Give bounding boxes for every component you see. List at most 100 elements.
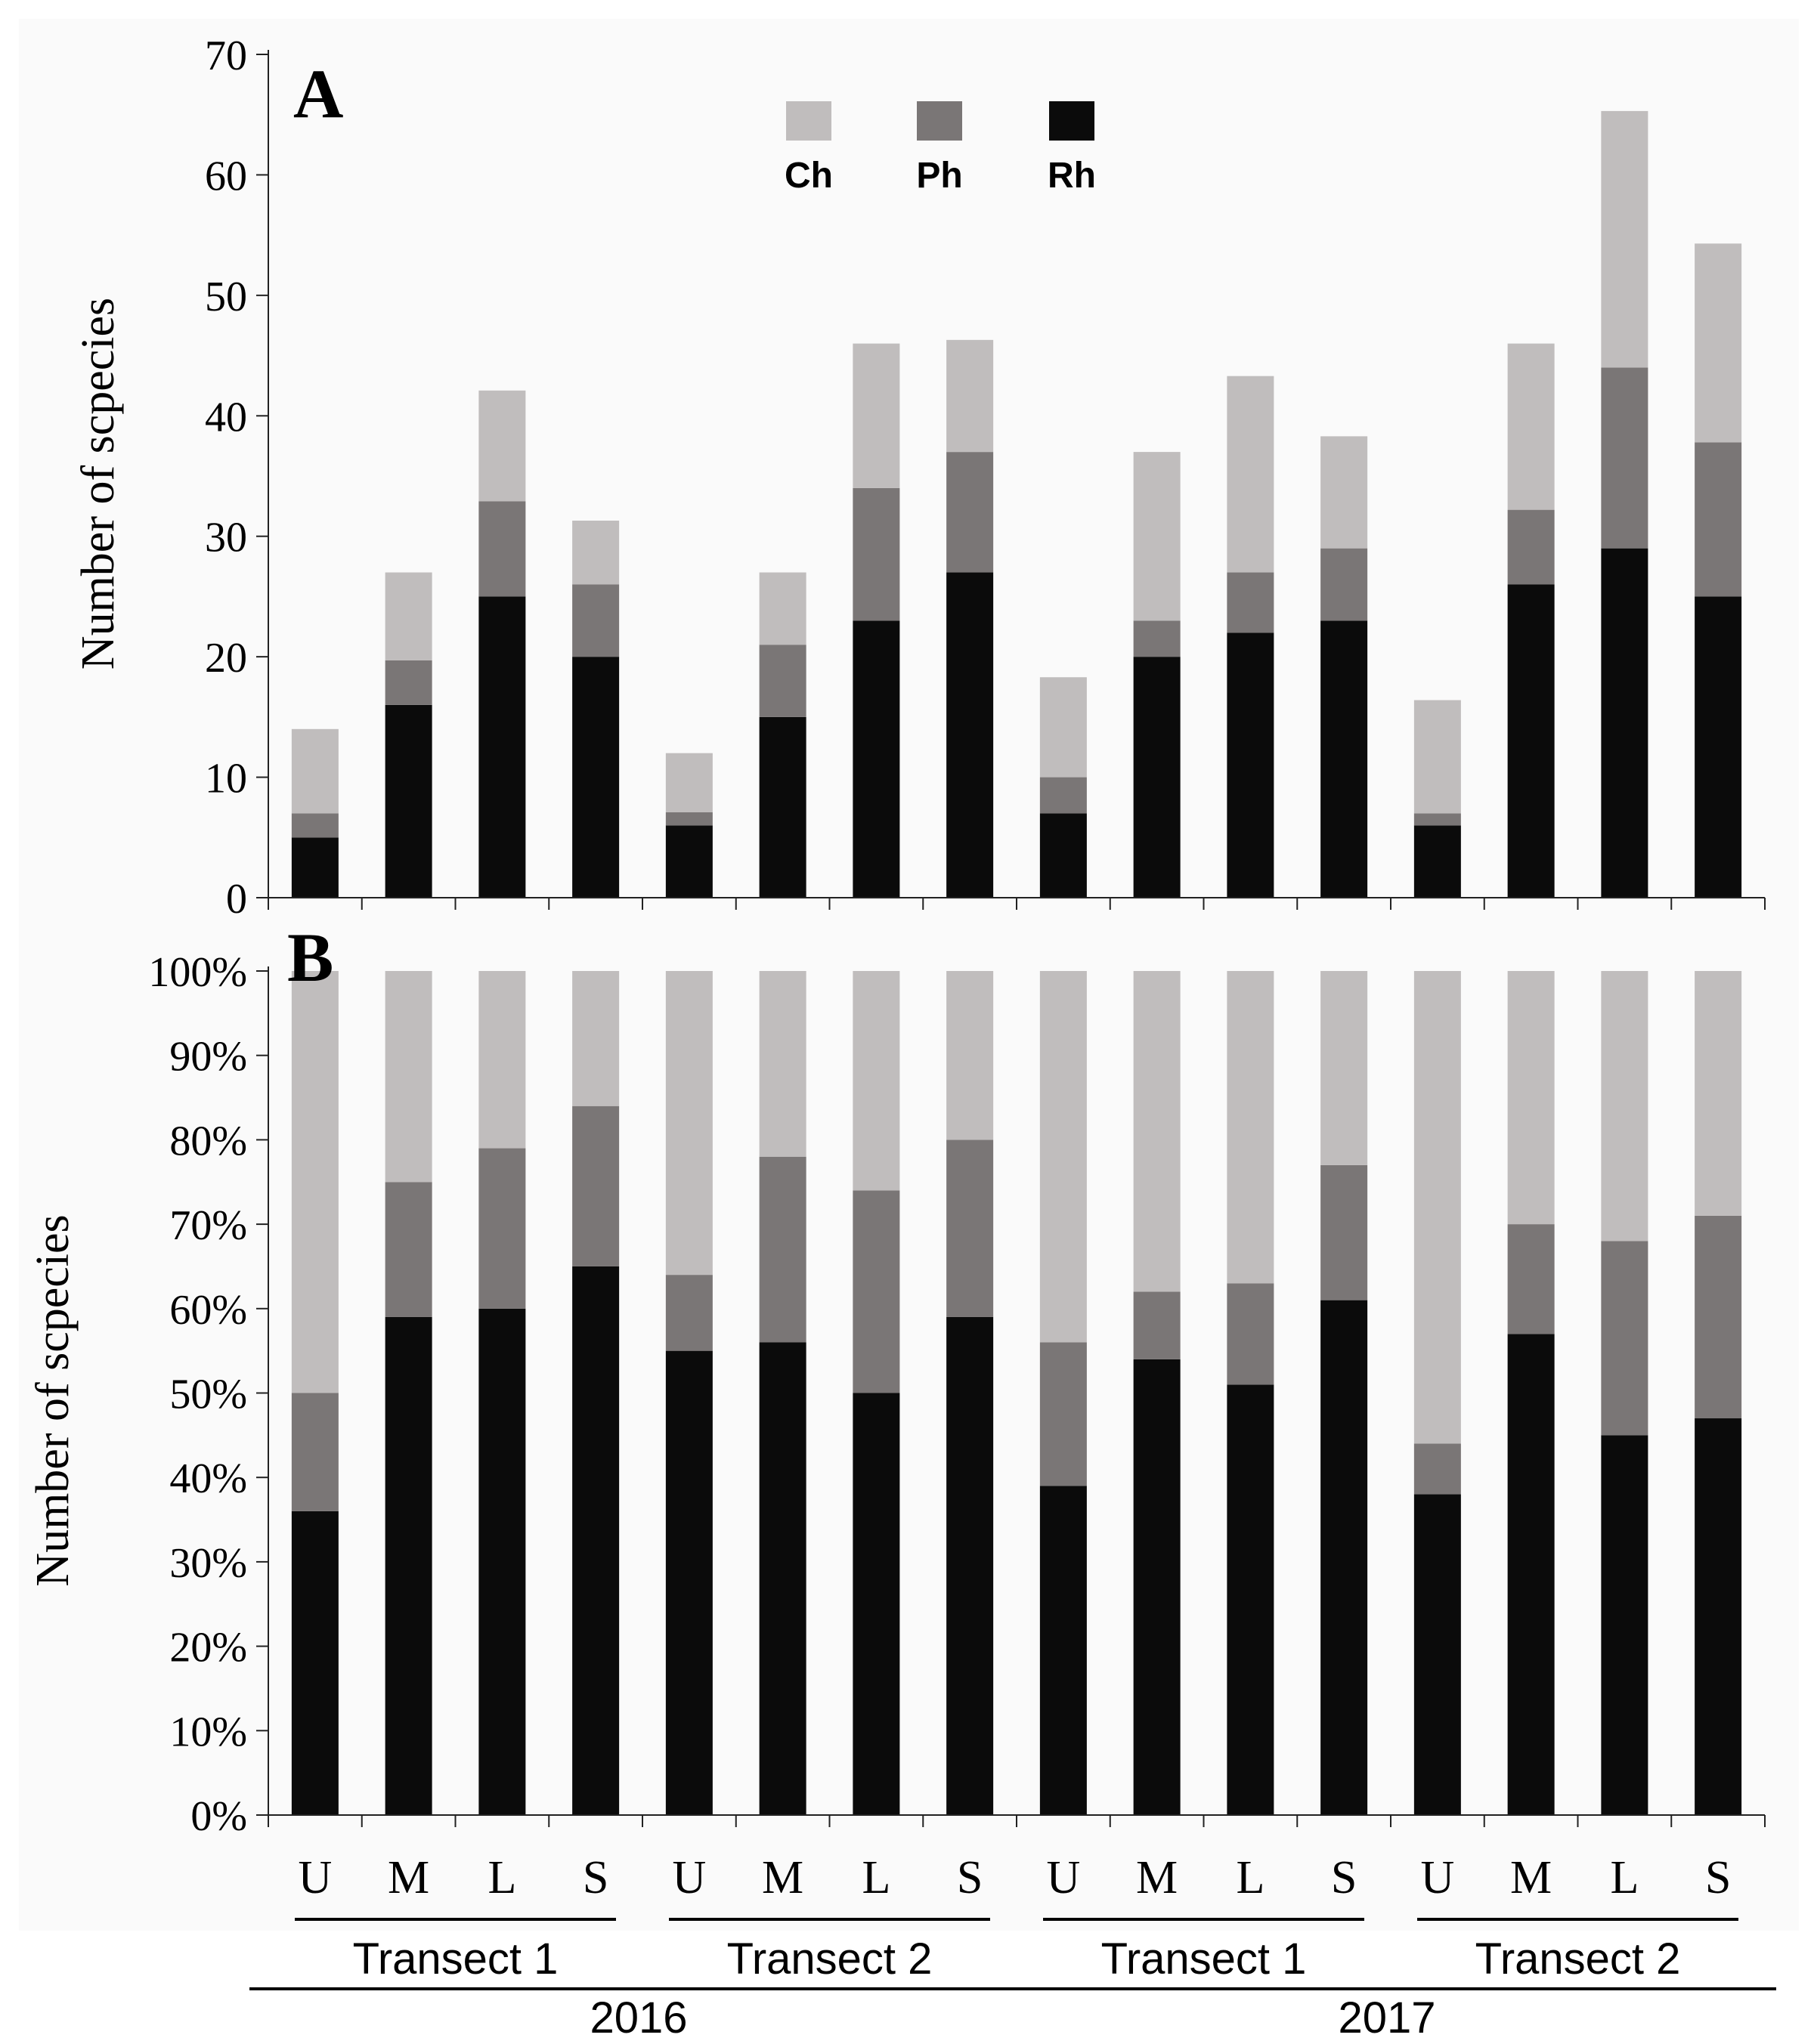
legend-label: Rh xyxy=(1048,156,1096,196)
y-tick-label: 60 xyxy=(205,153,247,199)
bar-ch-b-5 xyxy=(759,971,806,1157)
bar-rh-b-2 xyxy=(478,1308,526,1815)
bar-ch-b-6 xyxy=(853,971,900,1191)
category-label: S xyxy=(1705,1852,1731,1903)
bar-ch-b-14 xyxy=(1601,971,1648,1242)
category-label: M xyxy=(1136,1852,1178,1903)
bar-ch-b-12 xyxy=(1413,971,1461,1444)
bar-ch-b-8 xyxy=(1039,971,1087,1343)
category-label: M xyxy=(762,1852,803,1903)
bar-rh-a-2 xyxy=(478,596,526,898)
bar-rh-a-7 xyxy=(946,572,994,898)
bar-ph-a-12 xyxy=(1413,813,1461,826)
bar-rh-b-12 xyxy=(1413,1494,1461,1815)
category-label: U xyxy=(1420,1852,1454,1903)
y-tick-label: 30 xyxy=(205,515,247,561)
y-tick-label: 20% xyxy=(169,1625,247,1671)
bar-rh-b-0 xyxy=(291,1511,339,1815)
bar-ch-a-1 xyxy=(385,572,432,660)
bar-ph-b-10 xyxy=(1227,1283,1274,1385)
bar-rh-b-5 xyxy=(759,1342,806,1815)
bar-ch-b-10 xyxy=(1227,971,1274,1284)
y-tick-label: 100% xyxy=(148,949,247,996)
bar-ph-a-11 xyxy=(1320,548,1368,621)
bar-ph-a-10 xyxy=(1227,572,1274,633)
bar-ph-a-7 xyxy=(946,452,994,573)
y-axis-label: Number of scpecies xyxy=(27,1214,79,1586)
bar-ph-a-6 xyxy=(853,487,900,621)
bar-rh-b-15 xyxy=(1695,1418,1742,1815)
bar-ph-b-6 xyxy=(853,1190,900,1393)
y-tick-label: 30% xyxy=(169,1540,247,1587)
bar-ch-a-4 xyxy=(665,753,713,812)
bar-rh-a-12 xyxy=(1413,825,1461,898)
bar-ph-a-3 xyxy=(572,584,620,657)
category-label: U xyxy=(672,1852,706,1903)
category-label: L xyxy=(1236,1852,1265,1903)
bar-ch-b-7 xyxy=(946,971,994,1140)
bar-ph-a-15 xyxy=(1695,442,1742,597)
bar-ch-a-8 xyxy=(1039,677,1087,778)
bar-ph-b-8 xyxy=(1039,1342,1087,1486)
y-tick-label: 70 xyxy=(205,32,247,79)
bar-ph-b-5 xyxy=(759,1156,806,1343)
bar-ph-a-13 xyxy=(1507,509,1555,585)
bar-ph-a-0 xyxy=(291,813,339,838)
bar-ch-b-1 xyxy=(385,971,432,1183)
bar-ch-a-3 xyxy=(572,520,620,585)
bar-rh-a-3 xyxy=(572,657,620,898)
bar-ch-a-7 xyxy=(946,339,994,453)
bar-ch-a-6 xyxy=(853,343,900,488)
bar-ph-b-7 xyxy=(946,1140,994,1317)
y-tick-label: 80% xyxy=(169,1118,247,1164)
bar-ch-b-11 xyxy=(1320,971,1368,1165)
bar-rh-a-5 xyxy=(759,716,806,898)
bar-rh-b-6 xyxy=(853,1393,900,1815)
bar-ch-b-4 xyxy=(665,971,713,1276)
category-label: S xyxy=(583,1852,608,1903)
bar-ph-b-9 xyxy=(1133,1291,1181,1359)
bar-ph-a-14 xyxy=(1601,367,1648,549)
bar-ch-a-15 xyxy=(1695,243,1742,443)
y-tick-label: 20 xyxy=(205,635,247,682)
legend-swatch-ph xyxy=(917,101,962,141)
bar-ch-a-0 xyxy=(291,728,339,814)
bar-ph-b-1 xyxy=(385,1182,432,1317)
bar-ch-b-15 xyxy=(1695,971,1742,1216)
category-label: M xyxy=(388,1852,429,1903)
bar-ch-a-10 xyxy=(1227,376,1274,573)
y-tick-label: 10% xyxy=(169,1708,247,1755)
bar-rh-a-13 xyxy=(1507,584,1555,898)
category-label: S xyxy=(957,1852,983,1903)
category-label: M xyxy=(1510,1852,1552,1903)
bar-rh-b-13 xyxy=(1507,1334,1555,1815)
transect-label: Transect 2 xyxy=(1475,1934,1681,1984)
y-tick-label: 70% xyxy=(169,1202,247,1249)
panel-a: 0 10 20 30 40 50 60 70 Number of scpecies A xyxy=(73,32,1766,923)
bar-ch-a-11 xyxy=(1320,436,1368,549)
bar-rh-a-10 xyxy=(1227,632,1274,898)
bar-ph-a-9 xyxy=(1133,620,1181,657)
bar-rh-b-7 xyxy=(946,1316,994,1815)
bar-ch-b-0 xyxy=(291,971,339,1393)
bar-ph-b-0 xyxy=(291,1393,339,1511)
bar-ph-b-14 xyxy=(1601,1241,1648,1436)
bar-ch-a-5 xyxy=(759,572,806,645)
panel-b: 0% 10% 20% 30% 40% 50% 60% 70% 80% 90% 100% Number … xyxy=(27,919,1766,1840)
category-label: L xyxy=(862,1852,890,1903)
bar-rh-a-15 xyxy=(1695,596,1742,898)
bar-rh-b-3 xyxy=(572,1266,620,1815)
bar-rh-b-10 xyxy=(1227,1384,1274,1815)
y-tick-label: 90% xyxy=(169,1034,247,1081)
bar-ph-b-13 xyxy=(1507,1224,1555,1334)
bar-ch-a-12 xyxy=(1413,700,1461,814)
transect-label: Transect 1 xyxy=(353,1934,559,1984)
legend-label: Ph xyxy=(916,156,962,196)
bar-rh-b-8 xyxy=(1039,1486,1087,1815)
bar-rh-a-9 xyxy=(1133,657,1181,898)
bar-rh-b-1 xyxy=(385,1316,432,1815)
bar-ph-a-1 xyxy=(385,660,432,705)
y-axis-label: Number of scpecies xyxy=(73,298,124,669)
